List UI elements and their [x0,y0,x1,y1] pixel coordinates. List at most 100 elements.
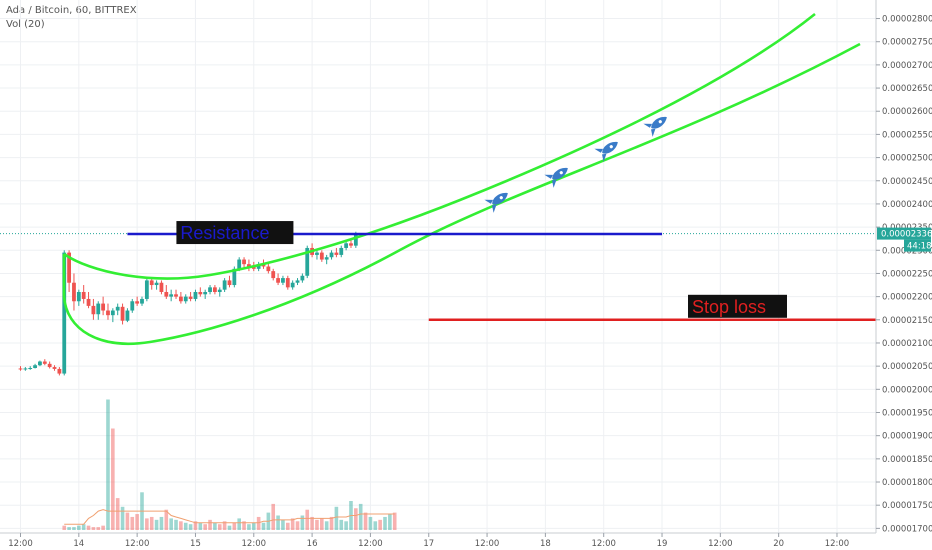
candle-body [349,243,353,246]
volume-bar [315,519,319,530]
volume-bar [261,522,266,530]
volume-bar [86,525,91,530]
candle-body [140,298,144,304]
volume-bar [354,508,358,530]
volume-bar [242,521,246,530]
candle-body [237,259,242,269]
rocket-icon [643,116,667,137]
price-tick-label: 0.00001800 [882,478,932,488]
candle-body [174,294,178,297]
volume-bar [324,521,329,530]
candle-body [281,278,285,283]
price-tick-label: 0.00002400 [882,200,932,210]
candle-body [183,296,188,302]
time-tick-label: 12:00 [708,539,733,549]
candle-body [33,365,37,369]
grid [0,0,876,533]
time-tick-label: 12:00 [591,539,616,549]
volume-bar [198,522,203,530]
candle-body [213,287,217,292]
price-tick-label: 0.00002600 [882,107,932,117]
price-tick-label: 0.00002100 [882,339,932,349]
stop-loss-label: Stop loss [692,297,766,317]
time-tick-label: 12:00 [125,539,150,549]
last-price-value: 0.00002336 [881,230,932,240]
volume-bar [179,521,183,530]
candle-body [76,291,81,302]
time-tick-label: 15 [190,539,201,549]
candle-body [329,252,334,258]
time-tick-label: 19 [657,539,668,549]
price-tick-label: 0.00002250 [882,269,932,279]
time-tick-label: 14 [73,539,84,549]
rocket-icon [544,167,568,188]
volume-bar [286,522,290,530]
candle-body [47,363,52,368]
candle-body [227,280,232,286]
stop-loss-label-box [688,294,787,318]
candle-body [62,252,67,374]
resistance-label: Resistance [180,223,269,243]
time-axis[interactable]: 12:00 14 12:00 15 12:00 16 12:00 17 12:00 18 12:00… [0,532,876,549]
volume-bar [154,519,159,530]
volume-bar [368,516,373,530]
candle-body [247,264,251,267]
candle-body [251,266,256,269]
candle-body [101,303,106,311]
volume-bar [334,506,339,530]
candle-body [18,368,23,370]
volume-bar [145,518,149,530]
volume-bar [159,516,164,530]
candle-body [110,310,115,316]
volume-bar [320,518,324,530]
candle-body [28,368,33,370]
price-tick-label: 0.00001950 [882,408,932,418]
price-tick-label: 0.00002450 [882,177,932,187]
price-tick-label: 0.00002500 [882,154,932,164]
rocket-body [492,192,508,205]
rocket-fin-bottom [552,179,557,188]
volume-bar [164,509,169,530]
time-tick-label: 17 [423,539,434,549]
candle-body [86,298,91,306]
candle-body [57,368,62,374]
candle-body [164,291,169,297]
chart-title: Ada / Bitcoin, 60, BITTREX [6,5,137,16]
candle-body [222,280,227,290]
candle-body [339,247,344,255]
candle-body [271,271,276,279]
bar-countdown: 44:18 [907,242,932,252]
candle-body [242,259,246,265]
candle-body [106,310,110,316]
candle-body [319,252,324,260]
price-tick-label: 0.00001900 [882,432,932,442]
time-tick-label: 12:00 [475,539,500,549]
volume-bar [91,527,96,530]
volume-bar [276,515,280,530]
volume-bar [135,514,139,530]
volume-bar [77,525,81,530]
candle-body [81,291,86,299]
price-axis[interactable]: 0.00002800 0.00002750 0.00002700 0.00002650… [875,0,932,534]
price-tick-label: 0.00002750 [882,38,932,48]
volume-bar [227,525,232,530]
volume-bar [237,518,241,530]
candle-body [285,278,290,288]
volume-bar [281,519,285,530]
candle-body [130,301,135,311]
candle-body [324,257,329,260]
volume-bar [290,518,295,530]
rocket-fin-top [594,148,604,153]
candle-body [91,305,96,315]
volume-bar [329,516,334,530]
candle-body [305,247,310,276]
volume-bar [383,516,387,530]
candle-body [217,289,222,292]
time-tick-label: 12:00 [825,539,850,549]
volume-bar [72,527,76,530]
volume-bar [130,516,135,530]
rocket-fin-bottom [492,204,497,213]
rockets [484,116,667,213]
